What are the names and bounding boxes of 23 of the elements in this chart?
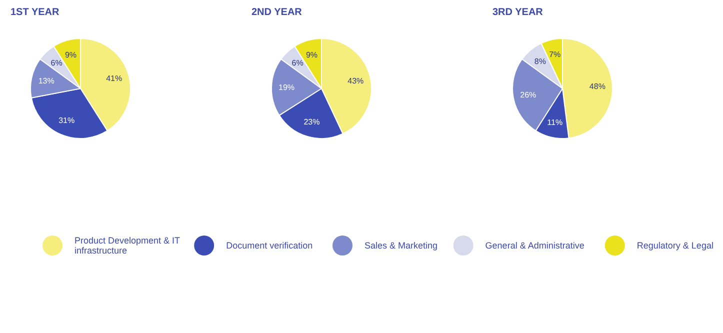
legend-label: Product Development & IT infrastructure	[74, 236, 181, 256]
legend-label: General & Administrative	[485, 240, 584, 250]
data-label: 41%	[106, 74, 122, 84]
legend-label: Sales & Marketing	[364, 240, 438, 250]
chart-title: 2ND YEAR	[252, 7, 303, 18]
data-label: 13%	[38, 76, 54, 86]
data-label: 48%	[589, 82, 606, 91]
legend-label: Regulatory & Legal	[636, 240, 714, 250]
data-label: 6%	[292, 58, 304, 68]
data-label: 9%	[64, 50, 77, 60]
data-label: 9%	[306, 50, 318, 60]
data-label: 8%	[534, 57, 546, 66]
chart-title: 3RD YEAR	[492, 7, 544, 18]
data-label: 19%	[278, 82, 295, 92]
data-label: 6%	[50, 58, 62, 68]
data-label: 7%	[549, 50, 561, 59]
data-label: 26%	[520, 90, 536, 100]
data-label: 23%	[304, 118, 320, 127]
data-label: 11%	[547, 118, 563, 128]
chart-title: 1ST YEAR	[10, 7, 60, 18]
data-label: 31%	[58, 116, 75, 126]
legend-label: Document verification	[226, 240, 313, 250]
data-label: 43%	[348, 76, 364, 86]
